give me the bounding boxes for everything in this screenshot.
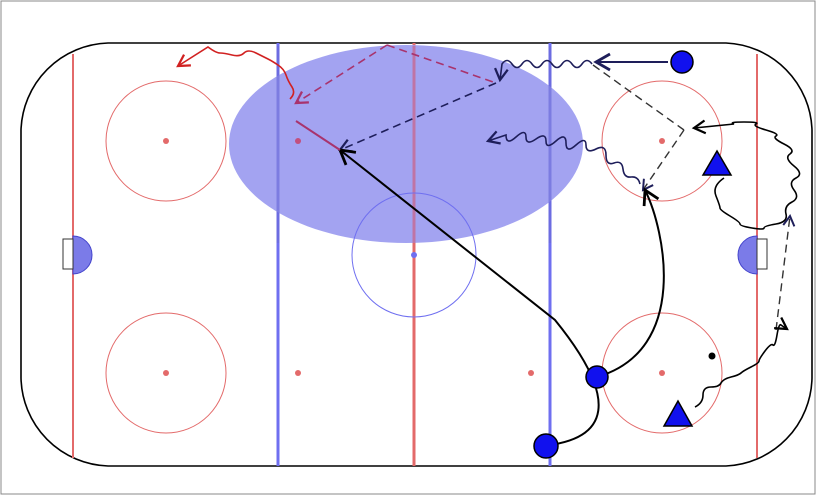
pass-purple-lower [294, 44, 388, 105]
pass-dark-diagonal [337, 82, 497, 153]
highlight-zone [229, 45, 583, 243]
faceoff-circle-bottom-left [105, 312, 227, 434]
pass-gray-3 [775, 214, 796, 331]
right-net-icon [756, 238, 768, 270]
center-circle [351, 192, 477, 318]
right-goal-crease [737, 235, 758, 275]
player-triangle-right-icon [701, 149, 733, 176]
player-circle-mid-right-icon [585, 365, 609, 389]
player-circle-top-right-icon [670, 50, 694, 74]
pass-gray-1 [592, 64, 685, 131]
faceoff-dot-top-left [163, 138, 169, 144]
left-net-icon [62, 238, 74, 270]
pass-purple-upper [386, 44, 497, 84]
faceoff-dot-bottom-left [163, 370, 169, 376]
faceoff-dot-top-right [659, 138, 665, 144]
skate-right-up [596, 187, 665, 378]
faceoff-circle-top-left [105, 80, 227, 202]
neutral-dot-bottom-left [295, 370, 301, 376]
carry-loop [691, 119, 801, 230]
player-circle-bottom-icon [533, 433, 559, 459]
carry-top [494, 59, 593, 83]
carry-bottom-right [694, 316, 789, 408]
center-dot [411, 252, 417, 258]
left-goal-crease [72, 235, 93, 275]
neutral-dot-top-left [295, 138, 301, 144]
puck-icon [708, 352, 716, 360]
faceoff-circle-top-right [601, 80, 723, 202]
carry-shot-red [176, 46, 295, 100]
faceoff-dot-bottom-right [659, 370, 665, 376]
carry-middle [485, 130, 641, 185]
neutral-dot-bottom-right [528, 370, 534, 376]
skate-purple-short [295, 120, 341, 151]
skate-bottom-diagonal [337, 148, 600, 447]
player-triangle-bottom-icon [662, 399, 694, 427]
